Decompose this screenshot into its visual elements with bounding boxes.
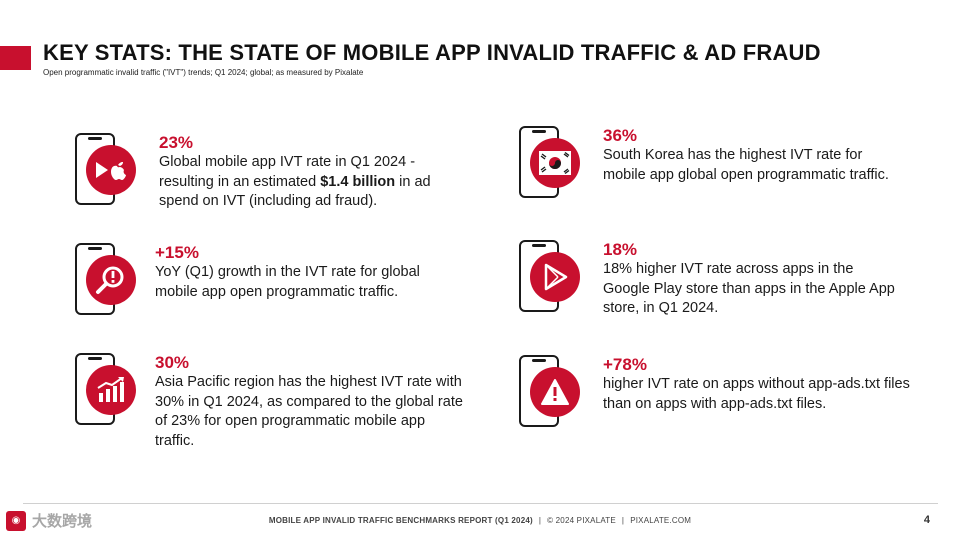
page-title: KEY STATS: THE STATE OF MOBILE APP INVAL… xyxy=(43,40,821,65)
phone-frame xyxy=(519,355,580,427)
stat-description: higher IVT rate on apps without app-ads.… xyxy=(603,376,910,412)
stat-value: 18% xyxy=(603,240,638,259)
footer-website-link[interactable]: PIXALATE.COM xyxy=(630,516,692,525)
stat-item-google-play: 18% 18% higher IVT rate across apps in t… xyxy=(519,240,903,319)
google-play-icon xyxy=(530,252,580,302)
stat-value: 30% xyxy=(155,353,190,372)
stat-item-south-korea: 36% South Korea has the highest IVT rate… xyxy=(519,126,903,198)
page-number: 4 xyxy=(923,514,930,526)
title-accent-bar xyxy=(0,46,31,70)
stat-item-global-ivt: 23% Global mobile app IVT rate in Q1 202… xyxy=(75,133,459,212)
play-apple-icon xyxy=(86,145,136,195)
warning-triangle-icon xyxy=(530,367,580,417)
south-korea-flag-icon xyxy=(530,138,580,188)
phone-frame xyxy=(75,353,136,425)
watermark-logo: ◉ 大数跨境 xyxy=(6,510,92,531)
stat-description: South Korea has the highest IVT rate for… xyxy=(603,147,889,183)
watermark-text: 大数跨境 xyxy=(32,513,93,530)
stat-value: +78% xyxy=(603,355,647,374)
footer-separator: | xyxy=(538,516,542,525)
brand-logo-icon: ◉ xyxy=(6,510,26,531)
stat-item-yoy-growth: +15% YoY (Q1) growth in the IVT rate for… xyxy=(75,243,455,315)
stat-text: 30% Asia Pacific region has the highest … xyxy=(155,353,465,451)
phone-frame xyxy=(519,126,580,198)
footer-copyright: © 2024 PIXALATE xyxy=(547,516,616,525)
footer-divider xyxy=(23,503,938,504)
stat-description: 18% higher IVT rate across apps in the G… xyxy=(603,261,895,316)
footer-separator: | xyxy=(621,516,625,525)
stat-description: Asia Pacific region has the highest IVT … xyxy=(155,374,463,449)
stat-desc-bold: $1.4 billion xyxy=(320,173,396,190)
stat-value: 23% xyxy=(159,133,194,152)
stat-description: YoY (Q1) growth in the IVT rate for glob… xyxy=(155,264,420,300)
phone-frame xyxy=(75,243,136,315)
stat-text: +78% higher IVT rate on apps without app… xyxy=(603,355,913,414)
phone-frame xyxy=(519,240,580,312)
stat-text: 23% Global mobile app IVT rate in Q1 202… xyxy=(159,133,459,212)
footer-report-title: MOBILE APP INVALID TRAFFIC BENCHMARKS RE… xyxy=(268,516,533,525)
stat-desc-part: in ad spend on IVT (including ad fraud). xyxy=(159,173,431,210)
phone-frame xyxy=(75,133,136,205)
page-subtitle: Open programmatic invalid traffic ("IVT"… xyxy=(43,68,364,77)
footer: MOBILE APP INVALID TRAFFIC BENCHMARKS RE… xyxy=(0,516,960,525)
growth-chart-icon xyxy=(86,365,136,415)
magnifier-alert-icon xyxy=(86,255,136,305)
stat-item-asia-pacific: 30% Asia Pacific region has the highest … xyxy=(75,353,465,451)
stat-value: 36% xyxy=(603,126,638,145)
stat-text: 18% 18% higher IVT rate across apps in t… xyxy=(603,240,903,319)
stat-text: +15% YoY (Q1) growth in the IVT rate for… xyxy=(155,243,455,302)
stat-value: +15% xyxy=(155,243,199,262)
stat-desc-part: Global mobile app IVT rate in Q1 2024 - … xyxy=(159,154,416,190)
stat-item-app-ads-txt: +78% higher IVT rate on apps without app… xyxy=(519,355,913,427)
stat-description: Global mobile app IVT rate in Q1 2024 - … xyxy=(159,153,459,212)
stat-text: 36% South Korea has the highest IVT rate… xyxy=(603,126,903,185)
